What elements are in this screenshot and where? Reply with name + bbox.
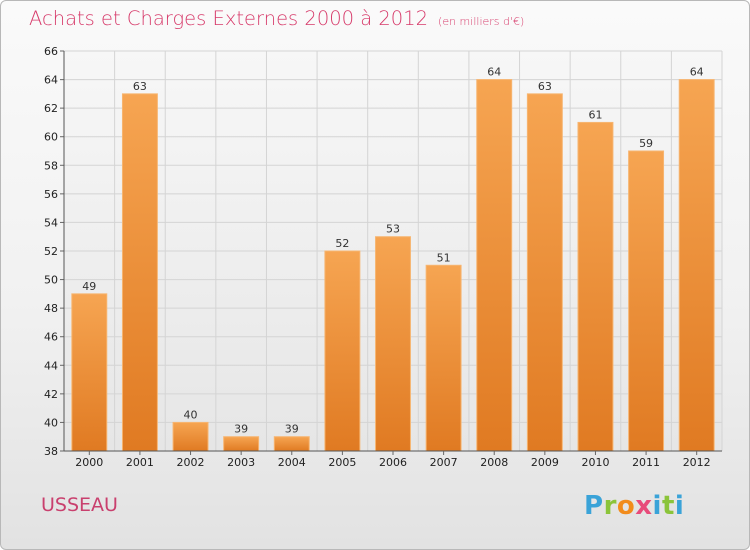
bar-value-label: 53	[386, 223, 400, 236]
y-tick-label: 62	[44, 102, 58, 115]
y-tick-label: 56	[44, 188, 58, 201]
y-tick-label: 44	[44, 359, 58, 372]
bars-group	[71, 79, 715, 452]
bar[interactable]	[678, 79, 715, 452]
y-tick-label: 46	[44, 331, 58, 344]
bar[interactable]	[628, 150, 665, 452]
x-tick-label: 2007	[430, 456, 458, 469]
bar-value-label: 40	[184, 408, 198, 421]
bar-value-label: 63	[538, 80, 552, 93]
logo-letter: o	[616, 491, 636, 521]
bar[interactable]	[273, 436, 310, 452]
bar-value-label: 51	[437, 251, 451, 264]
bar-value-label: 64	[487, 66, 501, 79]
bar-value-label: 63	[133, 80, 147, 93]
bar[interactable]	[223, 436, 260, 452]
x-tick-label: 2003	[227, 456, 255, 469]
bar[interactable]	[577, 121, 614, 452]
y-tick-label: 42	[44, 388, 58, 401]
bar-value-label: 49	[82, 280, 96, 293]
proxiti-logo[interactable]: Proxiti	[584, 491, 684, 521]
x-tick-label: 2005	[328, 456, 356, 469]
x-tick-label: 2001	[126, 456, 154, 469]
y-tick-label: 64	[44, 74, 58, 87]
x-tick-label: 2000	[75, 456, 103, 469]
chart-title-text: Achats et Charges Externes 2000 à 2012	[29, 7, 429, 30]
y-tick-label: 50	[44, 274, 58, 287]
bar[interactable]	[375, 236, 411, 452]
y-tick-label: 58	[44, 159, 58, 172]
logo-letter: i	[674, 491, 685, 521]
y-tick-label: 66	[44, 45, 58, 58]
x-tick-label: 2011	[632, 456, 660, 469]
logo-letter: i	[652, 491, 662, 521]
x-tick-label: 2010	[581, 456, 609, 469]
bar-value-label: 39	[234, 423, 248, 436]
x-tick-label: 2009	[531, 456, 559, 469]
axes-group: 38 40 42 44 46 48 50 52 54 56 58 60 62 64 66 2000 2001 20…	[44, 45, 722, 469]
bar[interactable]	[324, 250, 361, 452]
chart-subtitle: (en milliers d'€)	[438, 15, 525, 28]
value-labels-group: 49 63 40 39 39 52 53 51 64 63 61 59 64	[82, 66, 703, 436]
bar-value-label: 61	[588, 108, 602, 121]
bar-value-label: 59	[639, 137, 653, 150]
y-tick-label: 48	[44, 302, 58, 315]
bar-value-label: 52	[335, 237, 349, 250]
x-tick-label: 2012	[683, 456, 711, 469]
bar[interactable]	[476, 79, 513, 452]
logo-letter: r	[603, 491, 617, 521]
bar-value-label: 64	[690, 66, 704, 79]
y-tick-label: 54	[44, 216, 58, 229]
y-tick-label: 40	[44, 416, 58, 429]
logo-letter: x	[635, 491, 653, 521]
logo-letter: t	[661, 491, 675, 521]
bar[interactable]	[172, 421, 209, 452]
x-tick-label: 2002	[177, 456, 205, 469]
x-tick-label: 2006	[379, 456, 407, 469]
bar[interactable]	[121, 93, 158, 452]
y-tick-label: 52	[44, 245, 58, 258]
bar[interactable]	[71, 293, 108, 452]
bar-value-label: 39	[285, 423, 299, 436]
y-tick-label: 60	[44, 131, 58, 144]
logo-letter: P	[584, 491, 604, 521]
city-name: USSEAU	[41, 494, 118, 516]
bar[interactable]	[526, 93, 563, 452]
bar[interactable]	[425, 264, 462, 452]
chart-title: Achats et Charges Externes 2000 à 2012 (e…	[29, 7, 524, 30]
x-tick-label: 2008	[480, 456, 508, 469]
y-tick-label: 38	[44, 445, 58, 458]
x-tick-label: 2004	[278, 456, 306, 469]
